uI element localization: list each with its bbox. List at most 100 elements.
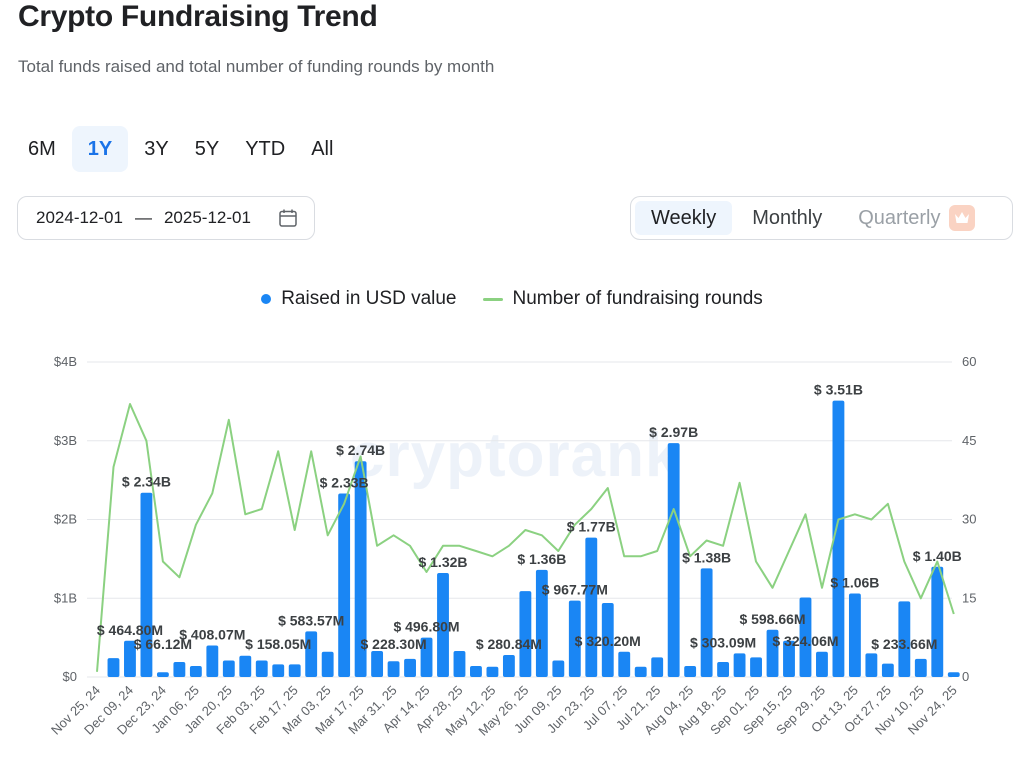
bar [947,672,960,677]
bar [931,566,944,677]
bar [832,400,845,677]
bar [881,663,894,677]
bar [107,658,120,677]
bar [338,493,351,677]
legend-line[interactable]: Number of fundraising rounds [482,288,763,310]
rounds-line [96,403,955,672]
y-right-tick: 15 [962,590,976,605]
bar [420,637,433,677]
data-label: $ 967.77M [542,582,608,598]
bar [585,537,598,677]
y-right-tick: 0 [962,669,969,684]
data-label: $ 408.07M [179,627,245,643]
data-label: $ 1.36B [517,551,566,567]
bar [156,672,169,677]
data-label: $ 320.20M [575,633,641,649]
y-left-tick: $3B [54,433,77,448]
chart-legend: Raised in USD value Number of fundraisin… [0,288,1024,310]
bar [766,629,779,677]
period-quarterly[interactable]: Quarterly [842,201,990,235]
period-selector: Weekly Monthly Quarterly [630,196,1013,240]
data-label: $ 228.30M [360,636,426,652]
bar [486,666,499,677]
bar [601,602,614,677]
tab-all[interactable]: All [311,137,334,160]
data-label: $ 1.38B [682,549,731,565]
tab-5y[interactable]: 5Y [194,137,220,160]
bar [288,664,301,677]
data-label: $ 1.77B [567,519,616,535]
bar [914,658,927,677]
date-start: 2024-12-01 [36,208,123,227]
bar [552,660,565,677]
period-weekly[interactable]: Weekly [635,201,733,235]
legend-bar[interactable]: Raised in USD value [261,288,457,310]
data-label: $ 598.66M [739,611,805,627]
range-tabs: 6M 1Y 3Y 5Y YTD All [18,126,343,172]
bar [750,657,762,677]
bar [404,658,416,677]
tab-ytd[interactable]: YTD [245,137,286,160]
bar [634,666,647,677]
bar [717,662,730,677]
data-label: $ 1.40B [913,548,962,564]
bar [437,573,449,677]
bar [799,597,812,677]
data-label: $ 2.97B [649,424,698,440]
date-end: 2025-12-01 [163,208,251,227]
data-label: $ 464.80M [97,622,163,638]
bar [865,653,878,677]
data-label: $ 1.32B [418,554,467,570]
data-label: $ 496.80M [393,619,459,635]
tab-1y[interactable]: 1Y [71,126,129,172]
bar [519,591,532,677]
tab-6m[interactable]: 6M [28,137,56,160]
bar [124,640,136,677]
period-quarterly-label: Quarterly [858,206,941,229]
bar [684,665,697,677]
bar [848,593,861,677]
bar [189,665,202,677]
bar [700,568,713,677]
bar [651,657,664,677]
y-right-tick: 60 [962,354,976,369]
bar [371,651,384,677]
legend-line-label: Number of fundraising rounds [512,288,763,309]
calendar-icon[interactable] [278,208,298,228]
data-label: $ 583.57M [278,612,344,628]
bar [470,665,482,677]
bar [321,651,334,677]
bar [305,631,318,677]
data-label: $ 233.66M [871,636,937,652]
bar [354,461,367,677]
date-separator: — [134,208,152,227]
y-left-tick: $2B [54,512,77,527]
legend-line-swatch [482,297,503,301]
bar [733,653,746,677]
legend-bar-label: Raised in USD value [281,288,457,309]
y-left-tick: $1B [54,590,77,605]
tab-3y[interactable]: 3Y [144,137,169,160]
period-monthly[interactable]: Monthly [752,206,823,229]
data-label: $ 3.51B [814,382,863,398]
page-subtitle: Total funds raised and total number of f… [18,57,495,76]
data-label: $ 280.84M [476,636,542,652]
bar [568,600,581,677]
bar [783,640,795,677]
bar [239,655,252,677]
bar [206,645,219,677]
bar [453,651,466,677]
data-label: $ 2.33B [320,475,369,491]
legend-bar-swatch [261,294,272,304]
date-range-picker[interactable]: 2024-12-01 — 2025-12-01 [17,196,315,240]
data-label: $ 2.34B [122,474,171,490]
data-label: $ 324.06M [772,633,838,649]
page-title: Crypto Fundraising Trend [18,0,378,33]
crown-icon [948,205,975,231]
bar [535,569,548,677]
data-label: $ 66.12M [134,636,192,652]
y-right-tick: 30 [962,512,976,527]
y-left-tick: $4B [54,354,77,369]
y-right-tick: 45 [962,433,976,448]
